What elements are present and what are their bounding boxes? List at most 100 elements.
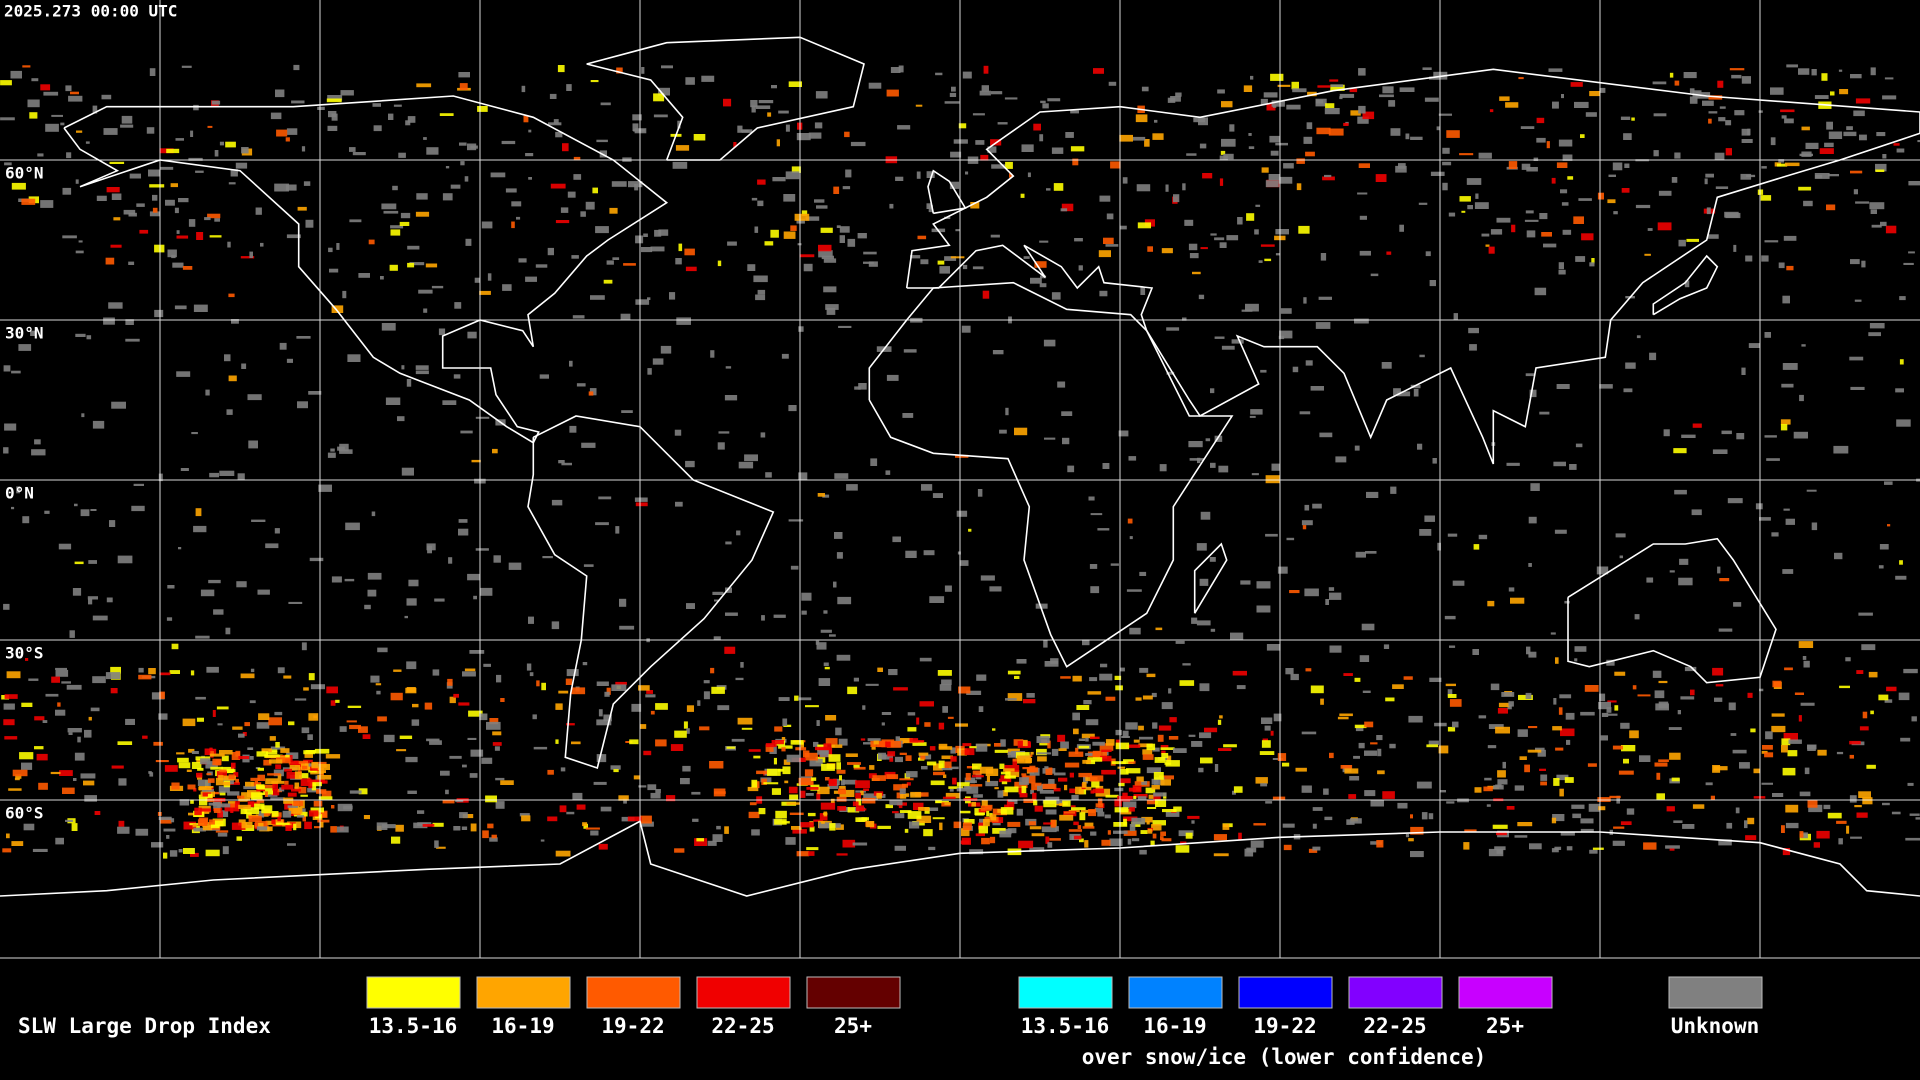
- cloud-pixel: [404, 615, 408, 619]
- cloud-pixel: [942, 706, 948, 713]
- cloud-pixel: [943, 774, 947, 778]
- cloud-pixel: [1109, 838, 1123, 846]
- cloud-pixel: [251, 519, 266, 522]
- cloud-pixel: [1467, 205, 1473, 210]
- cloud-pixel: [979, 90, 991, 96]
- cloud-pixel: [1741, 367, 1746, 375]
- cloud-pixel: [983, 65, 989, 74]
- cloud-pixel: [1245, 303, 1259, 312]
- cloud-pixel: [92, 105, 98, 114]
- legend-swatch: [696, 976, 791, 1009]
- cloud-pixel: [23, 823, 35, 831]
- cloud-pixel: [1501, 692, 1515, 697]
- cloud-pixel: [291, 100, 305, 104]
- cloud-pixel: [200, 758, 211, 765]
- cloud-pixel: [1911, 716, 1917, 722]
- cloud-pixel: [1051, 147, 1064, 154]
- cloud-pixel: [965, 773, 971, 781]
- cloud-pixel: [31, 449, 46, 456]
- cloud-pixel: [1539, 411, 1550, 415]
- cloud-pixel: [1271, 100, 1285, 107]
- coastline: [63, 95, 669, 444]
- cloud-pixel: [873, 740, 879, 745]
- cloud-pixel: [825, 715, 837, 721]
- cloud-pixel: [699, 726, 710, 731]
- cloud-pixel: [596, 681, 609, 686]
- cloud-pixel: [1061, 203, 1074, 212]
- cloud-pixel: [1035, 603, 1048, 609]
- cloud-pixel: [907, 727, 917, 732]
- cloud-pixel: [1536, 117, 1545, 124]
- cloud-pixel: [962, 71, 972, 79]
- cloud-pixel: [944, 802, 951, 805]
- cloud-pixel: [1814, 173, 1830, 179]
- cloud-pixel: [148, 668, 156, 675]
- cloud-pixel: [572, 315, 585, 319]
- cloud-pixel: [224, 354, 231, 362]
- cloud-pixel: [1561, 202, 1569, 206]
- cloud-pixel: [78, 240, 83, 243]
- cloud-pixel: [25, 658, 29, 661]
- cloud-pixel: [981, 837, 990, 845]
- cloud-pixel: [641, 821, 654, 827]
- cloud-pixel: [828, 778, 837, 785]
- cloud-pixel: [1556, 384, 1570, 389]
- cloud-pixel: [88, 598, 93, 605]
- cloud-pixel: [231, 319, 239, 324]
- cloud-pixel: [803, 263, 813, 272]
- cloud-pixel: [110, 666, 121, 674]
- cloud-pixel: [453, 826, 461, 831]
- cloud-pixel: [1364, 750, 1378, 756]
- cloud-pixel: [1778, 262, 1785, 269]
- cloud-pixel: [1490, 229, 1503, 235]
- cloud-pixel: [1849, 795, 1857, 803]
- cloud-pixel: [1014, 675, 1020, 679]
- cloud-pixel: [857, 233, 867, 239]
- cloud-pixel: [363, 815, 370, 820]
- cloud-pixel: [1264, 258, 1272, 262]
- cloud-pixel: [244, 722, 250, 727]
- cloud-pixel: [595, 522, 609, 526]
- cloud-pixel: [1657, 222, 1672, 231]
- legend-swatch: [366, 976, 461, 1009]
- cloud-pixel: [1449, 645, 1456, 648]
- cloud-pixel: [814, 122, 823, 129]
- cloud-pixel: [236, 836, 242, 841]
- cloud-pixel: [782, 766, 791, 775]
- cloud-pixel: [1237, 217, 1243, 225]
- cloud-pixel: [999, 429, 1007, 434]
- cloud-pixel: [863, 251, 877, 255]
- cloud-pixel: [251, 792, 263, 800]
- cloud-pixel: [773, 614, 786, 618]
- cloud-pixel: [1303, 136, 1313, 144]
- cloud-pixel: [1410, 814, 1413, 819]
- cloud-pixel: [1587, 763, 1597, 767]
- cloud-pixel: [1186, 153, 1197, 156]
- cloud-pixel: [1634, 614, 1640, 620]
- cloud-pixel: [259, 784, 275, 789]
- cloud-pixel: [218, 810, 229, 817]
- cloud-pixel: [406, 379, 412, 387]
- cloud-pixel: [1218, 465, 1229, 473]
- cloud-pixel: [1248, 133, 1252, 136]
- cloud-pixel: [709, 761, 724, 769]
- cloud-pixel: [153, 741, 163, 746]
- cloud-pixel: [1569, 464, 1577, 470]
- cloud-pixel: [401, 365, 405, 370]
- cloud-pixel: [1782, 767, 1796, 776]
- cloud-pixel: [163, 828, 176, 832]
- cloud-pixel: [459, 142, 467, 146]
- cloud-pixel: [893, 784, 906, 791]
- cloud-pixel: [432, 822, 444, 827]
- cloud-pixel: [997, 790, 1004, 798]
- cloud-pixel: [1487, 745, 1497, 749]
- cloud-pixel: [804, 752, 818, 761]
- cloud-pixel: [774, 726, 783, 732]
- cloud-pixel: [276, 129, 288, 137]
- cloud-pixel: [765, 744, 774, 752]
- cloud-pixel: [194, 807, 202, 816]
- cloud-pixel: [257, 767, 264, 771]
- cloud-pixel: [881, 712, 892, 715]
- cloud-pixel: [640, 815, 652, 824]
- cloud-pixel: [1442, 161, 1452, 166]
